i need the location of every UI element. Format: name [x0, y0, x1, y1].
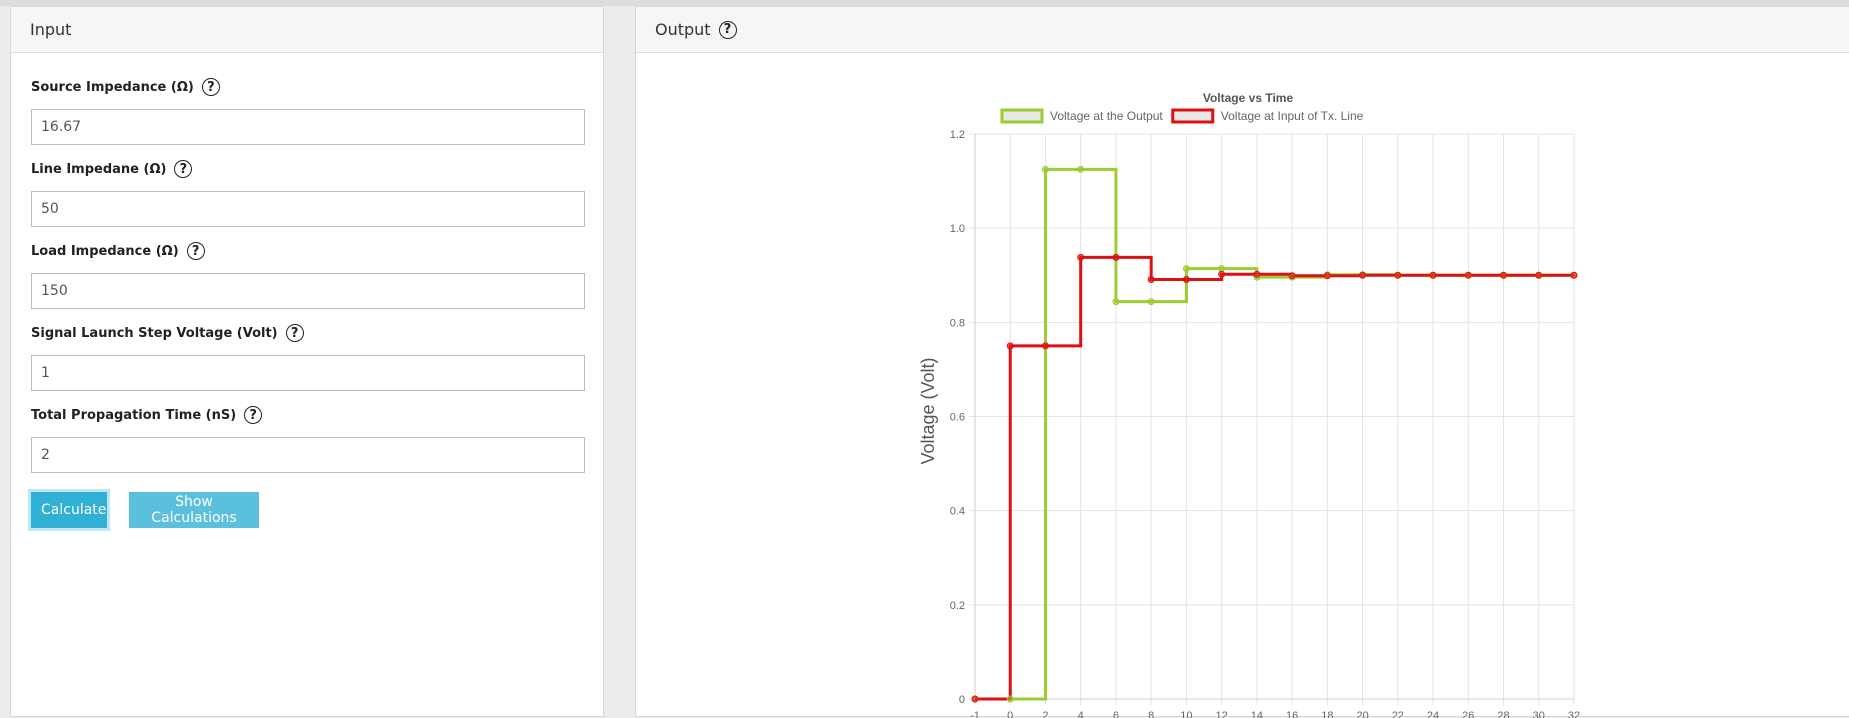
- chart-grid: [969, 133, 1575, 705]
- x-tick-label: 2: [1042, 710, 1048, 718]
- chart-legend: Voltage at the Output Voltage at Input of…: [1000, 108, 1364, 124]
- x-tick-label: 4: [1078, 710, 1084, 718]
- x-tick-label: 6: [1113, 710, 1119, 718]
- data-point: [1535, 271, 1543, 279]
- data-point: [1323, 272, 1331, 280]
- data-point: [1006, 695, 1014, 703]
- data-point: [1218, 270, 1226, 278]
- source-impedance-field: Source Impedance (Ω) ?: [31, 75, 595, 145]
- y-axis-label: Voltage (Volt): [918, 357, 938, 464]
- data-point: [1218, 265, 1226, 273]
- input-panel-title: Input: [30, 20, 72, 39]
- top-strip: [0, 0, 1849, 6]
- data-point: [1112, 253, 1120, 261]
- x-tick-label: 20: [1356, 710, 1368, 718]
- data-point: [1077, 253, 1085, 261]
- x-tick-label: 32: [1568, 710, 1580, 718]
- calculate-button[interactable]: Calculate: [31, 492, 107, 528]
- x-tick-label: 10: [1180, 710, 1192, 718]
- series-line-0: [975, 167, 1574, 701]
- data-point: [971, 695, 979, 703]
- data-point: [1147, 298, 1155, 306]
- source-impedance-label: Source Impedance (Ω): [31, 79, 194, 95]
- data-point: [1182, 265, 1190, 273]
- data-point: [1182, 275, 1190, 283]
- data-point: [1041, 165, 1049, 173]
- input-panel: Input Source Impedance (Ω) ? Line Impeda…: [10, 6, 604, 717]
- output-panel: Output ? Voltage vs Time Voltage (Volt) …: [635, 6, 1849, 718]
- y-tick-label: 0: [959, 694, 965, 706]
- line-impedance-input[interactable]: [31, 191, 585, 227]
- x-tick-label: 24: [1427, 710, 1439, 718]
- step-voltage-input[interactable]: [31, 355, 585, 391]
- data-point: [1112, 298, 1120, 306]
- help-icon[interactable]: ?: [201, 78, 220, 96]
- help-icon[interactable]: ?: [244, 406, 263, 424]
- step-voltage-field: Signal Launch Step Voltage (Volt) ?: [31, 321, 595, 391]
- data-point: [1359, 271, 1367, 279]
- data-point: [1006, 342, 1014, 350]
- propagation-time-input[interactable]: [31, 437, 585, 473]
- show-calculations-button[interactable]: Show Calculations: [129, 492, 259, 528]
- y-tick-label: 1.0: [950, 223, 965, 235]
- legend-swatch-0: [1000, 108, 1044, 124]
- data-point: [1041, 342, 1049, 350]
- legend-swatch-1: [1171, 108, 1215, 124]
- x-tick-label: 14: [1251, 710, 1263, 718]
- help-icon[interactable]: ?: [174, 160, 193, 178]
- line-impedance-label: Line Impedane (Ω): [31, 161, 167, 177]
- input-panel-header: Input: [11, 7, 603, 53]
- line-impedance-field: Line Impedane (Ω) ?: [31, 157, 595, 227]
- legend-label-1: Voltage at Input of Tx. Line: [1221, 109, 1364, 123]
- series-line-1: [975, 255, 1574, 701]
- step-voltage-label: Signal Launch Step Voltage (Volt): [31, 325, 278, 341]
- x-tick-label: 28: [1497, 710, 1509, 718]
- y-tick-label: 0.4: [950, 506, 965, 518]
- y-tick-label: 0.6: [950, 412, 965, 424]
- load-impedance-field: Load Impedance (Ω) ?: [31, 239, 595, 309]
- chart-lines: [971, 165, 1578, 703]
- x-tick-label: -1: [970, 710, 980, 718]
- data-point: [1500, 271, 1508, 279]
- x-tick-label: 30: [1533, 710, 1545, 718]
- x-tick-label: 26: [1462, 710, 1474, 718]
- y-tick-label: 0.2: [950, 600, 965, 612]
- output-panel-header: Output ?: [636, 7, 1849, 53]
- x-tick-label: 0: [1007, 710, 1013, 718]
- y-tick-label: 1.2: [950, 129, 965, 141]
- data-point: [1464, 271, 1472, 279]
- x-tick-label: 22: [1392, 710, 1404, 718]
- help-icon[interactable]: ?: [285, 324, 304, 342]
- propagation-time-field: Total Propagation Time (nS) ?: [31, 403, 595, 473]
- load-impedance-label: Load Impedance (Ω): [31, 243, 179, 259]
- output-panel-title: Output: [655, 20, 711, 39]
- chart-ticks: -1 0 2 4 6 8 10 12 14 16 18 20 22 24 26 28 30 3200.20.40.…: [950, 129, 1580, 718]
- data-point: [1253, 270, 1261, 278]
- data-point: [1147, 275, 1155, 283]
- data-point: [1394, 271, 1402, 279]
- load-impedance-input[interactable]: [31, 273, 585, 309]
- help-icon[interactable]: ?: [718, 20, 737, 39]
- x-tick-label: 12: [1216, 710, 1228, 718]
- voltage-chart: Voltage vs Time Voltage (Volt) Voltage a…: [918, 91, 1580, 718]
- help-icon[interactable]: ?: [186, 242, 205, 260]
- legend-label-0: Voltage at the Output: [1050, 109, 1163, 123]
- source-impedance-input[interactable]: [31, 109, 585, 145]
- data-point: [1077, 165, 1085, 173]
- data-point: [1429, 271, 1437, 279]
- y-tick-label: 0.8: [950, 317, 965, 329]
- data-point: [1288, 272, 1296, 280]
- chart-title: Voltage vs Time: [1203, 91, 1294, 105]
- x-tick-label: 18: [1321, 710, 1333, 718]
- x-tick-label: 8: [1148, 710, 1154, 718]
- x-tick-label: 16: [1286, 710, 1298, 718]
- propagation-time-label: Total Propagation Time (nS): [31, 407, 237, 423]
- data-point: [1570, 271, 1578, 279]
